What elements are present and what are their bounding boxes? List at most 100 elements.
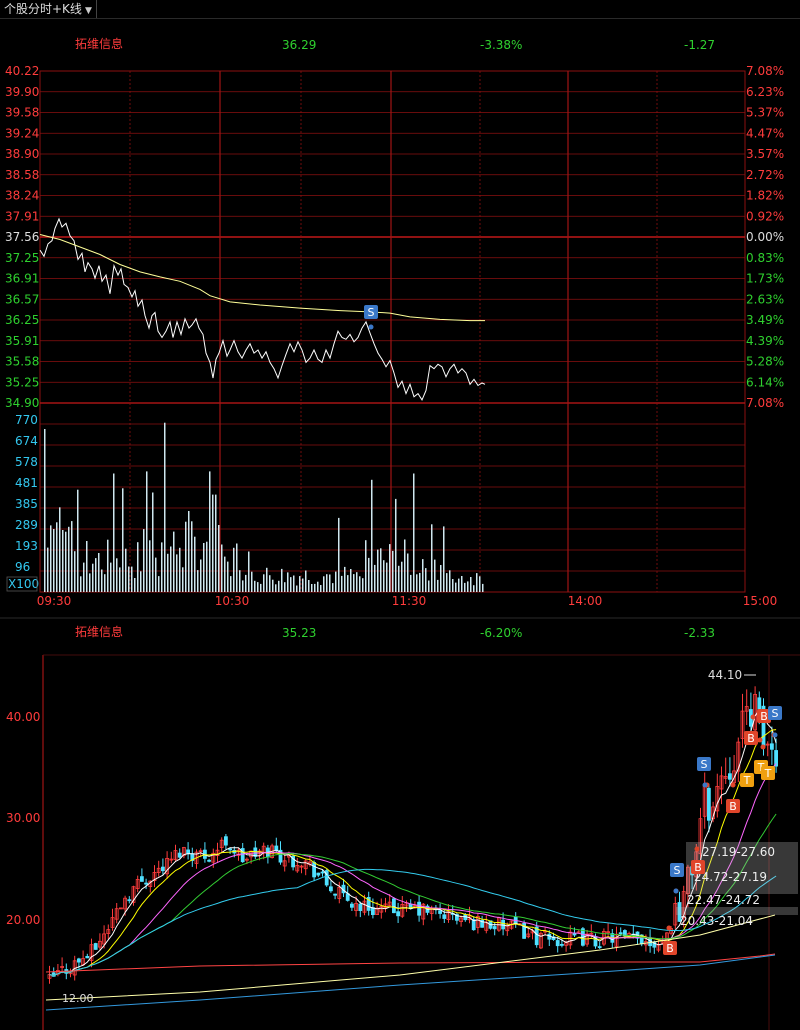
- volume-bar: [110, 562, 112, 592]
- volume-bar: [356, 572, 358, 592]
- volume-bar: [278, 580, 280, 592]
- candle-body: [337, 886, 342, 899]
- candle-body: [77, 958, 81, 963]
- price-range-label: 27.19-27.60: [702, 845, 775, 859]
- buy-signal-label: B: [666, 942, 674, 955]
- buy-signal-badge: [744, 731, 758, 745]
- intraday-pct-label: 0.00%: [746, 230, 784, 244]
- price-range-label: 24.72-27.19: [694, 870, 767, 884]
- candle-body: [673, 903, 678, 926]
- volume-bar: [140, 571, 142, 592]
- volume-bar: [188, 511, 190, 592]
- top-signal-label: T: [743, 774, 751, 787]
- candle-body: [93, 943, 98, 950]
- ma120-line: [45, 953, 776, 973]
- candle-body: [354, 903, 359, 911]
- candle-body: [295, 865, 300, 872]
- volume-bar: [209, 471, 211, 592]
- volume-bar: [419, 572, 421, 592]
- candle-body: [291, 855, 296, 868]
- volume-bar: [389, 544, 391, 592]
- volume-bar: [257, 582, 259, 592]
- candle-body: [316, 872, 321, 876]
- intraday-frame: [39, 70, 746, 593]
- sell-signal-label: S: [772, 707, 779, 720]
- volume-bar: [425, 568, 427, 592]
- volume-bar: [191, 521, 193, 592]
- volume-bar: [167, 553, 169, 592]
- candle-body: [396, 911, 401, 917]
- buy-signal-label: B: [747, 732, 755, 745]
- volume-bar: [137, 542, 139, 592]
- candle-body: [707, 787, 711, 821]
- volume-bar: [422, 559, 424, 592]
- intraday-pct-label: 2.63%: [746, 292, 784, 306]
- candle-body: [492, 926, 497, 930]
- intraday-price-label: 36.25: [5, 313, 39, 327]
- volume-bar: [269, 575, 271, 592]
- volume-bar: [266, 567, 268, 592]
- volume-bar: [407, 553, 409, 592]
- volume-bar: [317, 581, 319, 592]
- sell-signal-label: S: [701, 758, 708, 771]
- intraday-stock-name: 拓维信息: [75, 37, 124, 51]
- kline-price-label: 20.00: [6, 913, 41, 927]
- volume-bar: [95, 558, 97, 592]
- volume-bar: [92, 563, 94, 592]
- candle-body: [123, 897, 127, 910]
- candle-body: [728, 773, 732, 780]
- buy-signal-label: B: [760, 710, 768, 723]
- intraday-price-line: [39, 217, 486, 401]
- volume-bar: [65, 531, 67, 592]
- intraday-price-label: 37.91: [5, 209, 39, 223]
- volume-label: 674: [15, 434, 38, 448]
- intraday-price-label: 39.90: [5, 85, 39, 99]
- volume-bar: [281, 568, 283, 592]
- volume-bar: [395, 498, 397, 592]
- sell-signal-badge: [364, 305, 378, 319]
- kline-price-label: 40.00: [6, 710, 41, 724]
- volume-bar: [467, 581, 469, 592]
- candle-body: [526, 933, 531, 938]
- candle-body: [165, 858, 170, 875]
- volume-bar: [464, 582, 466, 592]
- intraday-price-label: 37.25: [5, 251, 39, 265]
- candle-body: [560, 944, 564, 946]
- candle-body: [379, 906, 384, 913]
- volume-bar: [59, 507, 61, 592]
- volume-bar: [320, 585, 322, 592]
- volume-bar: [398, 565, 400, 592]
- volume-bar: [311, 584, 313, 592]
- volume-bar: [359, 576, 361, 592]
- volume-bar: [482, 583, 484, 592]
- sell-signal-badge: [670, 863, 684, 877]
- signal-dot: [757, 737, 763, 743]
- candle-body: [770, 743, 774, 750]
- sell-dot: [702, 782, 708, 788]
- candle-body: [98, 940, 102, 948]
- volume-bar: [368, 557, 370, 592]
- chart-mode-dropdown[interactable]: 个股分时+K线 ▼: [0, 0, 97, 18]
- volume-label: 578: [15, 455, 38, 469]
- kline-pct-change: -6.20%: [480, 626, 523, 640]
- intraday-price-label: 36.57: [5, 292, 39, 306]
- volume-bar: [362, 578, 364, 592]
- volume-bar: [284, 582, 286, 592]
- intraday-pct-label: 7.08%: [746, 64, 784, 78]
- volume-bar: [428, 580, 430, 592]
- candle-body: [236, 849, 241, 856]
- time-label: 11:30: [392, 594, 427, 608]
- volume-unit-label: X100: [8, 577, 39, 591]
- candle-body: [362, 900, 367, 913]
- volume-bar: [206, 541, 208, 592]
- volume-bar: [74, 551, 76, 592]
- candle-body: [131, 886, 136, 903]
- candle-body: [160, 866, 165, 872]
- volume-bar: [50, 525, 52, 592]
- candle-body: [442, 914, 447, 919]
- volume-bar: [203, 543, 205, 592]
- volume-bar: [299, 576, 301, 592]
- intraday-pct-label: 7.08%: [746, 396, 784, 410]
- candle-body: [480, 920, 485, 928]
